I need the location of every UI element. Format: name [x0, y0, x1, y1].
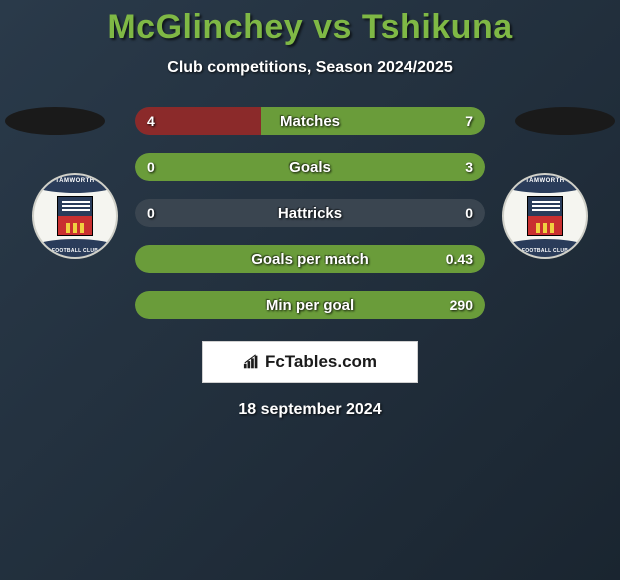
stat-value-right: 0: [465, 205, 473, 221]
brand-badge: FcTables.com: [202, 341, 418, 383]
shadow-ellipse-right: [515, 107, 615, 135]
footer-date: 18 september 2024: [238, 401, 381, 419]
stat-value-left: 0: [147, 205, 155, 221]
stat-row: 0.43 Goals per match: [135, 245, 485, 273]
stat-value-right: 0.43: [446, 251, 473, 267]
stat-row: 4 7 Matches: [135, 107, 485, 135]
crest-shield-icon: [527, 196, 563, 236]
bar-chart-icon: [243, 354, 261, 370]
crest-shield-icon: [57, 196, 93, 236]
page-subtitle: Club competitions, Season 2024/2025: [167, 59, 452, 77]
club-crest-right: TAMWORTH FOOTBALL CLUB: [502, 173, 588, 259]
stat-row: 0 0 Hattricks: [135, 199, 485, 227]
player-right-column: TAMWORTH FOOTBALL CLUB: [485, 107, 605, 259]
stat-label: Goals per match: [251, 251, 369, 268]
stats-bars: 4 7 Matches 0 3 Goals 0 0 Hattricks 0.43 Goals per…: [135, 107, 485, 319]
stat-value-right: 3: [465, 159, 473, 175]
page-title: McGlinchey vs Tshikuna: [107, 8, 512, 47]
crest-right-text-top: TAMWORTH: [525, 178, 564, 184]
stat-value-left: 4: [147, 113, 155, 129]
stat-label: Hattricks: [278, 205, 342, 222]
brand-text: FcTables.com: [265, 352, 377, 372]
crest-left-text-bottom: FOOTBALL CLUB: [52, 248, 98, 254]
stat-row: 0 3 Goals: [135, 153, 485, 181]
comparison-area: TAMWORTH FOOTBALL CLUB 47Matches03Goals0…: [0, 107, 620, 319]
stat-label: Matches: [280, 113, 340, 130]
root: McGlinchey vs Tshikuna Club competitions…: [0, 0, 620, 419]
stat-value-right: 290: [450, 297, 473, 313]
stat-label: Goals: [289, 159, 331, 176]
stat-value-left: 0: [147, 159, 155, 175]
stat-value-right: 7: [465, 113, 473, 129]
player-left-column: TAMWORTH FOOTBALL CLUB: [15, 107, 135, 259]
shadow-ellipse-left: [5, 107, 105, 135]
crest-left-text-top: TAMWORTH: [55, 178, 94, 184]
club-crest-left: TAMWORTH FOOTBALL CLUB: [32, 173, 118, 259]
stat-label: Min per goal: [266, 297, 354, 314]
crest-right-text-bottom: FOOTBALL CLUB: [522, 248, 568, 254]
stat-row: 290 Min per goal: [135, 291, 485, 319]
